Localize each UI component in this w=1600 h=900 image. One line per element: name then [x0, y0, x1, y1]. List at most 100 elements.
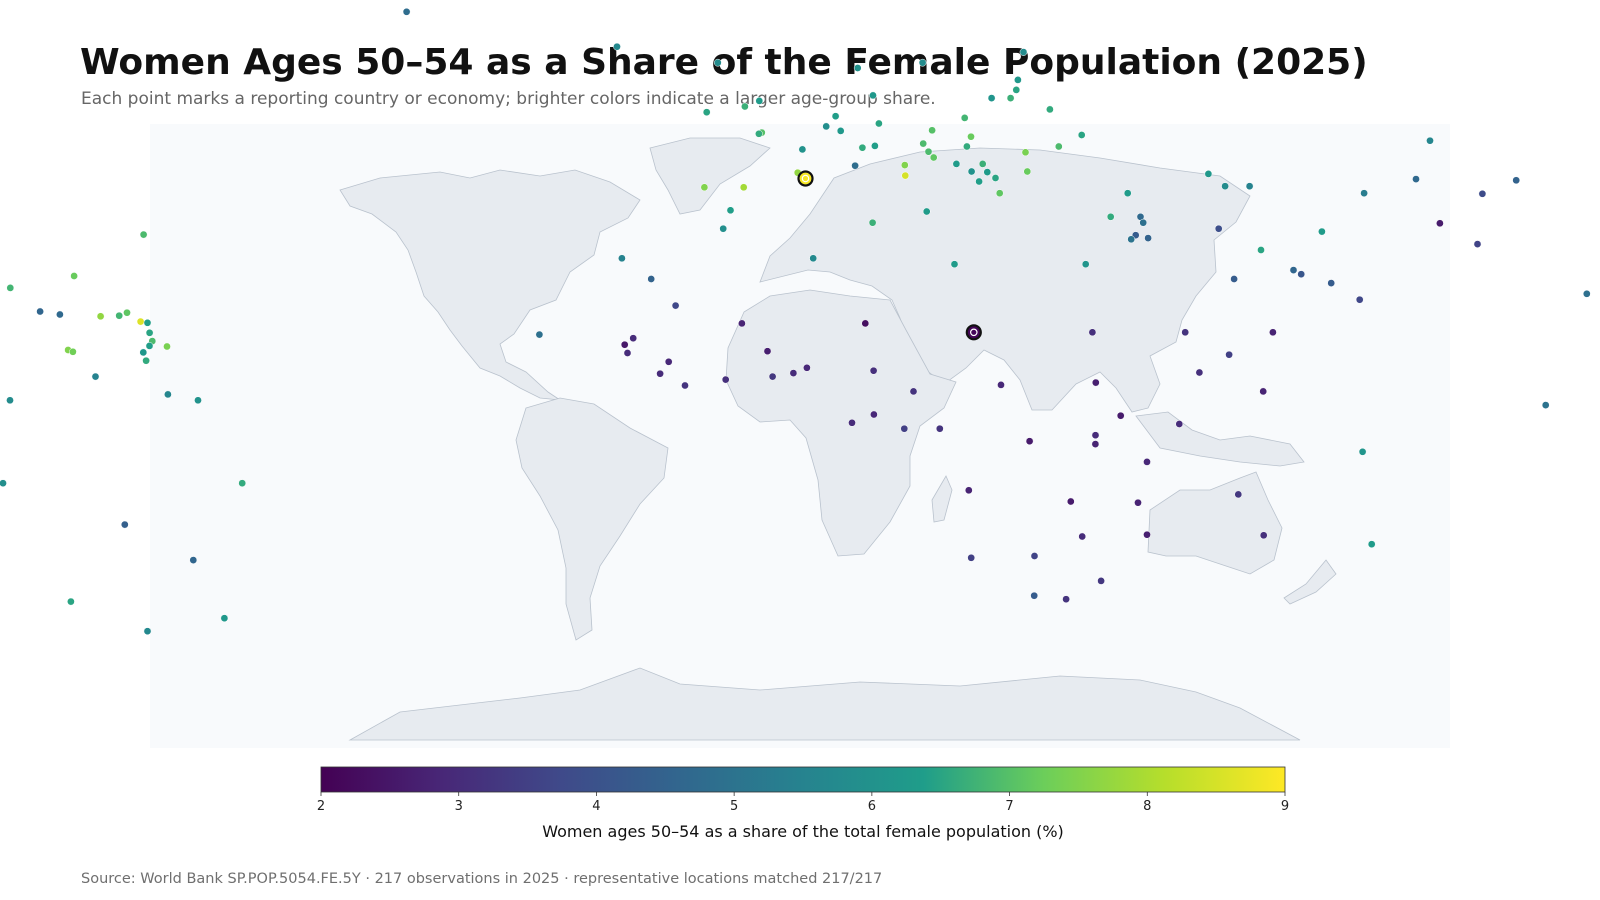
data-point[interactable]	[70, 272, 78, 280]
data-point[interactable]	[738, 319, 746, 328]
data-point[interactable]	[869, 366, 878, 375]
data-point[interactable]	[871, 142, 879, 150]
data-point[interactable]	[1046, 105, 1054, 114]
data-point[interactable]	[402, 7, 411, 16]
data-point[interactable]	[1143, 530, 1151, 539]
data-point[interactable]	[869, 91, 877, 100]
data-point[interactable]	[189, 556, 198, 564]
data-point[interactable]	[870, 410, 878, 419]
data-point[interactable]	[145, 342, 154, 350]
data-point[interactable]	[726, 206, 735, 215]
data-point[interactable]	[1245, 182, 1254, 191]
data-point[interactable]	[1225, 350, 1233, 359]
data-point[interactable]	[798, 145, 807, 154]
data-point[interactable]	[967, 132, 975, 141]
data-point[interactable]	[620, 340, 629, 349]
data-point[interactable]	[721, 375, 730, 384]
data-point[interactable]	[719, 224, 728, 233]
data-point[interactable]	[960, 114, 969, 122]
data-point[interactable]	[1091, 378, 1100, 387]
data-point[interactable]	[868, 218, 877, 227]
data-point[interactable]	[1081, 260, 1090, 269]
data-point[interactable]	[220, 614, 229, 623]
data-point[interactable]	[739, 183, 748, 192]
data-point[interactable]	[96, 312, 105, 321]
data-point[interactable]	[623, 349, 632, 357]
data-point[interactable]	[1123, 189, 1132, 198]
data-point[interactable]	[1473, 240, 1482, 248]
data-point[interactable]	[139, 348, 148, 357]
data-point[interactable]	[836, 127, 845, 135]
data-point[interactable]	[1019, 48, 1028, 56]
data-point[interactable]	[1355, 295, 1364, 304]
data-point[interactable]	[91, 372, 100, 381]
data-point[interactable]	[1181, 328, 1190, 337]
data-point[interactable]	[1134, 498, 1142, 507]
data-point[interactable]	[1143, 458, 1151, 466]
data-point[interactable]	[681, 381, 689, 390]
data-point[interactable]	[900, 161, 909, 169]
data-point[interactable]	[928, 126, 936, 135]
data-point[interactable]	[929, 153, 938, 162]
data-point[interactable]	[935, 424, 944, 433]
data-point[interactable]	[803, 363, 811, 372]
data-point[interactable]	[741, 102, 749, 111]
data-point[interactable]	[664, 357, 673, 366]
data-point[interactable]	[952, 160, 961, 168]
data-point[interactable]	[1195, 368, 1204, 377]
data-point[interactable]	[809, 254, 818, 263]
highlighted-point-lowest[interactable]	[965, 324, 982, 341]
data-point[interactable]	[656, 369, 664, 378]
data-point[interactable]	[164, 390, 172, 399]
data-point[interactable]	[120, 520, 129, 529]
data-point[interactable]	[924, 147, 933, 156]
data-point[interactable]	[997, 381, 1005, 389]
data-point[interactable]	[1006, 94, 1015, 102]
data-point[interactable]	[1012, 86, 1021, 94]
data-point[interactable]	[875, 119, 883, 128]
data-point[interactable]	[1144, 234, 1152, 242]
data-point[interactable]	[755, 129, 763, 138]
data-point[interactable]	[763, 347, 772, 356]
data-point[interactable]	[900, 424, 909, 433]
data-point[interactable]	[0, 479, 7, 488]
data-point[interactable]	[967, 553, 976, 562]
data-point[interactable]	[1358, 447, 1367, 456]
data-point[interactable]	[535, 330, 544, 339]
data-point[interactable]	[1025, 437, 1034, 446]
data-point[interactable]	[163, 342, 171, 351]
data-point[interactable]	[991, 174, 1000, 182]
data-point[interactable]	[1297, 270, 1306, 279]
data-point[interactable]	[1054, 142, 1063, 151]
data-point[interactable]	[978, 160, 987, 168]
data-point[interactable]	[975, 177, 983, 186]
data-point[interactable]	[853, 64, 862, 72]
highlighted-point-highest[interactable]	[797, 170, 814, 187]
data-point[interactable]	[1478, 189, 1487, 198]
data-point[interactable]	[1175, 420, 1184, 428]
data-point[interactable]	[851, 161, 859, 170]
data-point[interactable]	[238, 479, 247, 488]
data-point[interactable]	[1088, 328, 1097, 337]
data-point[interactable]	[831, 112, 840, 121]
data-point[interactable]	[1360, 189, 1368, 198]
data-point[interactable]	[1269, 328, 1277, 337]
data-point[interactable]	[861, 319, 870, 328]
data-point[interactable]	[1436, 219, 1444, 228]
data-point[interactable]	[1077, 131, 1086, 139]
data-point[interactable]	[618, 254, 626, 263]
data-point[interactable]	[1021, 148, 1030, 157]
data-point[interactable]	[1097, 577, 1105, 585]
data-point[interactable]	[1512, 176, 1521, 185]
data-point[interactable]	[1582, 289, 1591, 298]
data-point[interactable]	[1066, 497, 1075, 506]
data-point[interactable]	[967, 167, 976, 176]
data-point[interactable]	[647, 275, 656, 283]
data-point[interactable]	[1327, 279, 1336, 287]
data-point[interactable]	[1014, 76, 1022, 84]
data-point[interactable]	[901, 171, 910, 180]
data-point[interactable]	[1289, 266, 1298, 274]
data-point[interactable]	[789, 369, 798, 377]
data-point[interactable]	[858, 143, 867, 152]
data-point[interactable]	[964, 486, 973, 495]
